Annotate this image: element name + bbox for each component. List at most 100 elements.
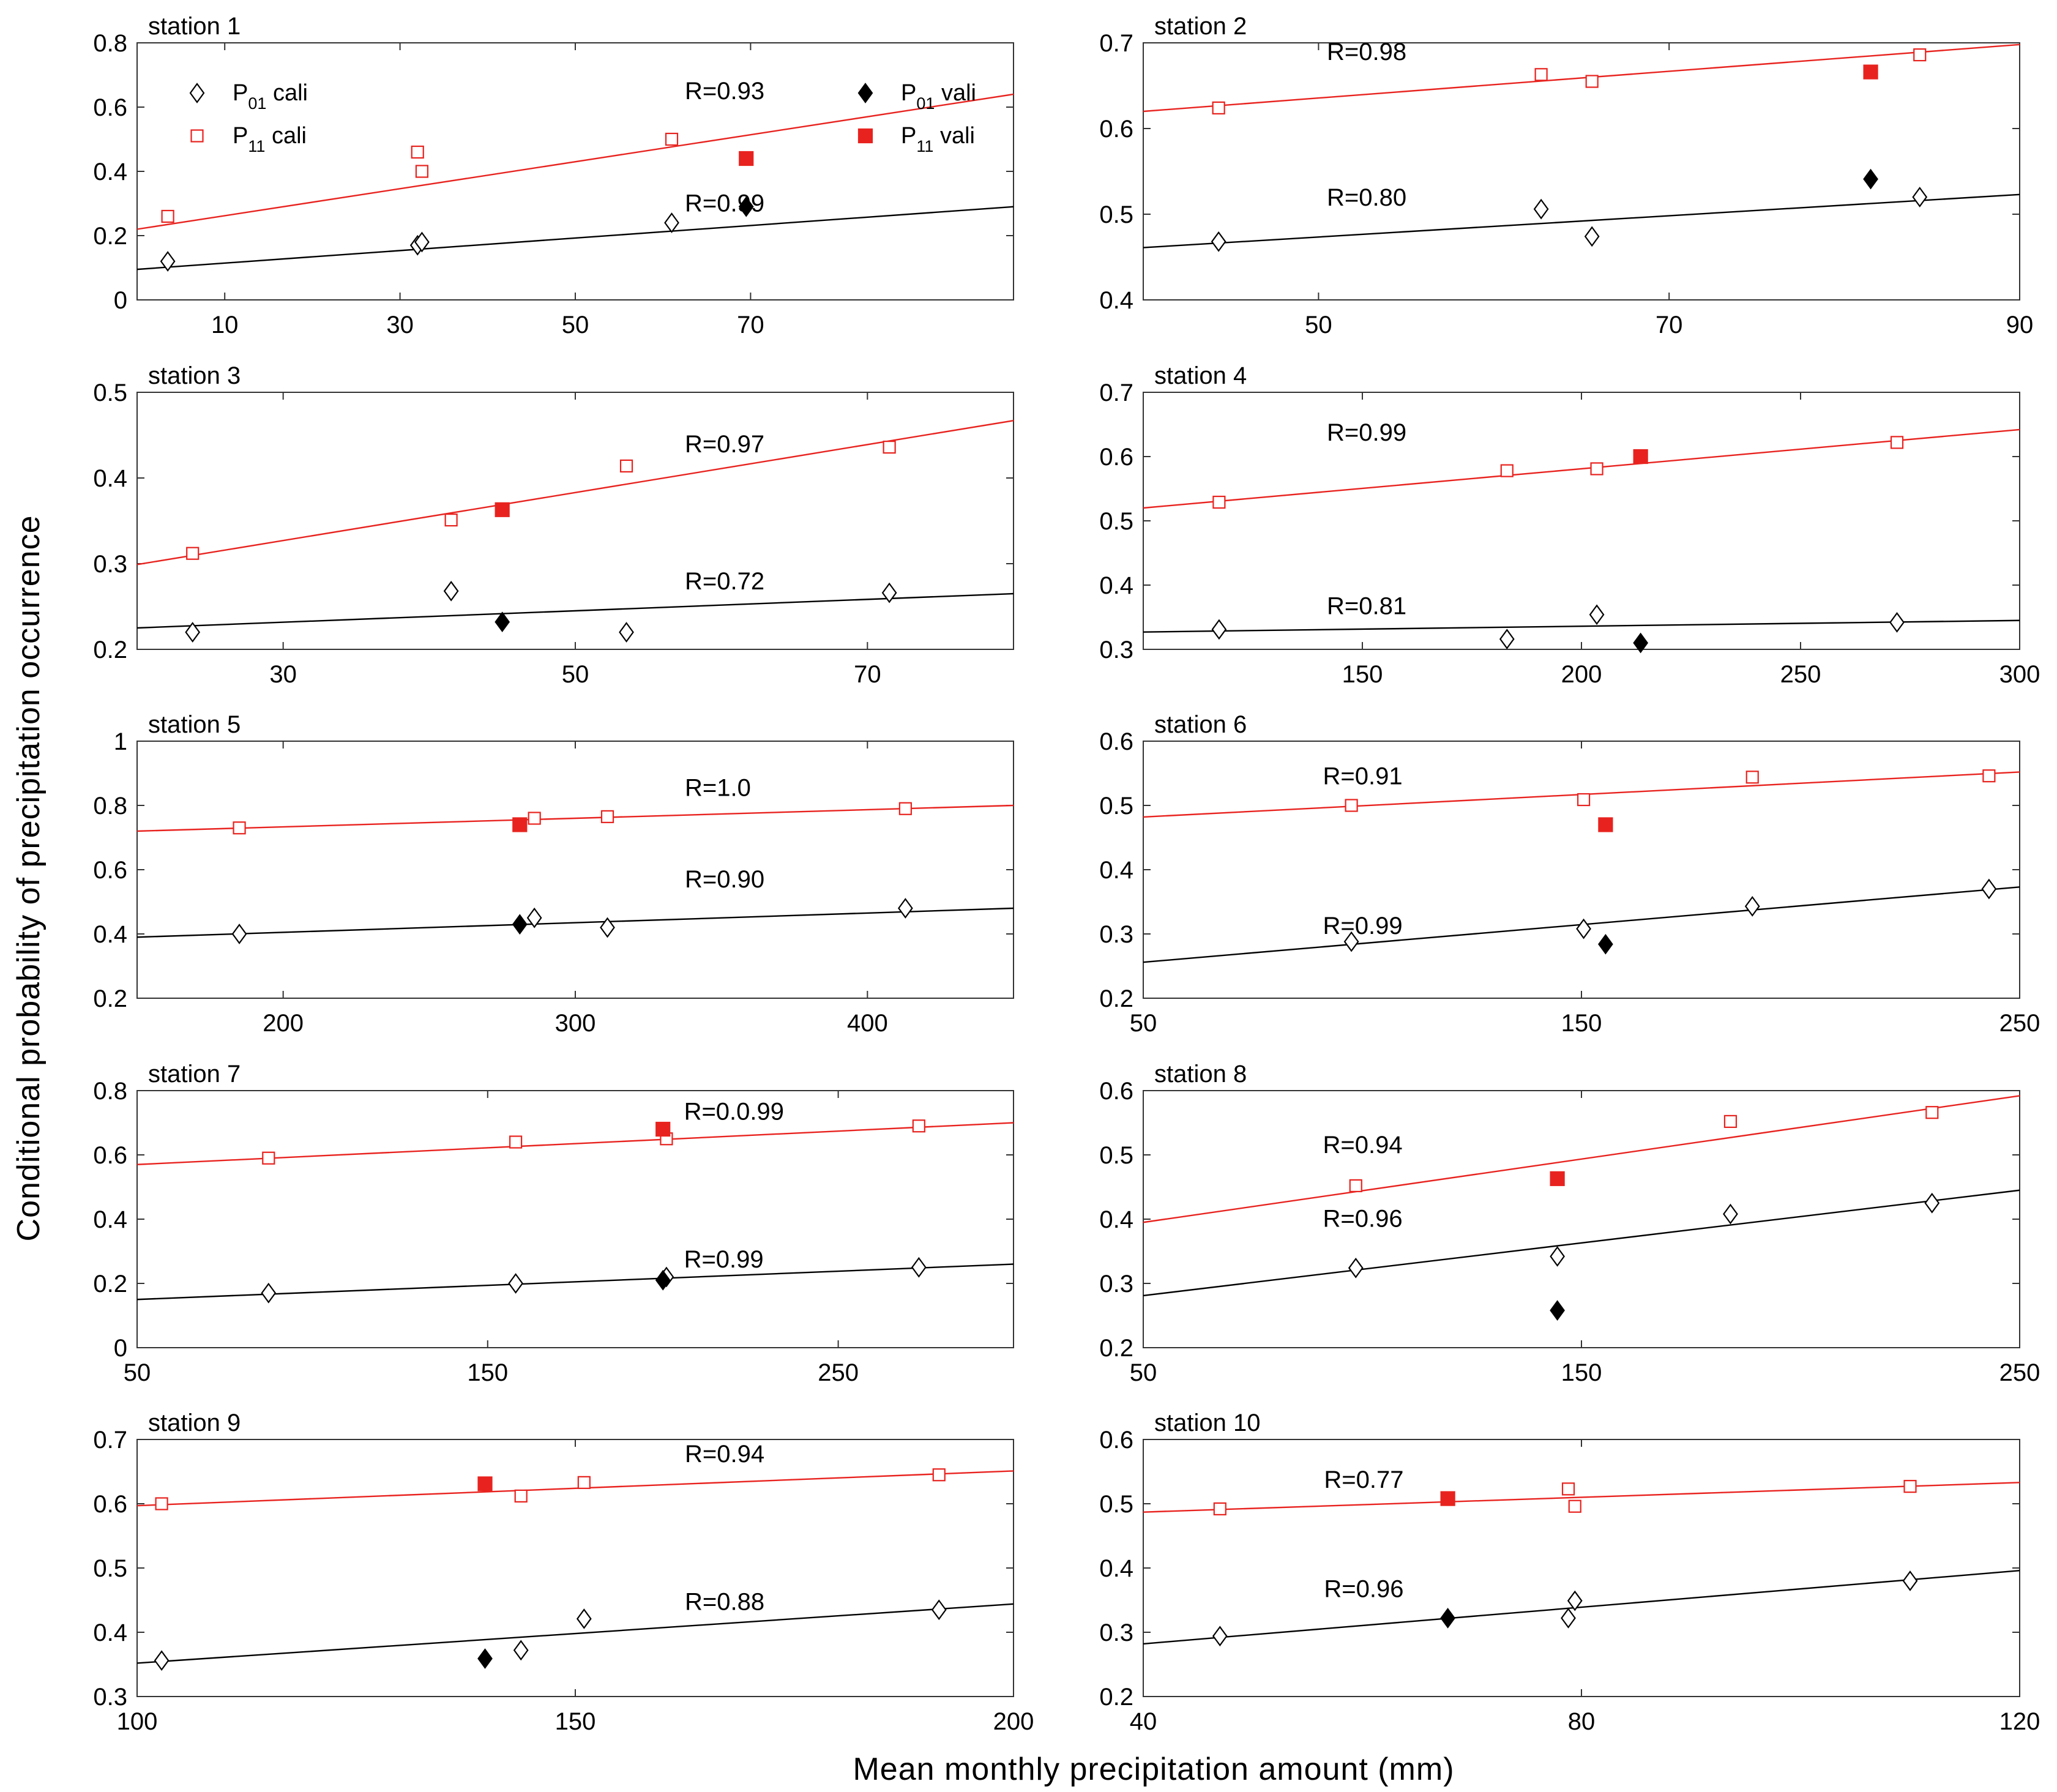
y-tick-label: 0.6 [1099,444,1133,471]
p11-cali-point [514,1489,528,1503]
x-tick-label: 100 [117,1708,158,1735]
r-value-label: R=0.99 [1323,913,1403,939]
r-value-label: R=0.97 [685,431,764,458]
panel-title: station 10 [1154,1409,1260,1436]
y-tick-label: 0.4 [1099,857,1133,884]
p11-vali-point [1440,1491,1455,1506]
p11-cali-point [932,1468,946,1482]
y-tick-label: 0 [114,287,127,314]
y-tick-label: 0.4 [93,1619,127,1646]
panel-title: station 9 [148,1409,241,1436]
y-tick-label: 0.7 [1099,379,1133,406]
r-value-label: R=0.88 [685,1588,764,1615]
p01-fit-line [136,592,1014,629]
y-tick-label: 0.6 [1099,728,1133,755]
legend-p01-vali-marker [857,83,873,103]
r-value-label: R=0.99 [685,190,764,217]
y-tick-label: 0.6 [93,94,127,121]
panel-title: station 5 [148,711,241,738]
p01-cali-point [526,907,542,928]
y-tick-label: 0.7 [1099,30,1133,57]
x-tick-label: 250 [1999,1010,2040,1037]
p11-cali-point [528,812,541,825]
panel-title: station 6 [1154,711,1247,738]
p01-cali-point [1589,604,1605,625]
p11-cali-point [1590,462,1603,476]
r-value-label: R=0.81 [1327,592,1406,619]
p01-cali-point [1499,629,1515,650]
p01-cali-point [1924,1192,1940,1214]
legend-p01-vali-label: P01 vali [901,80,976,113]
p11-cali-point [161,209,174,223]
plot-frame [1143,1090,2020,1348]
y-tick-label: 0.5 [1099,201,1133,228]
y-tick-label: 0.3 [93,551,127,578]
p01-cali-point [160,251,176,272]
p11-cali-point [444,513,458,527]
p11-vali-point [739,151,754,166]
y-tick-label: 0.8 [93,1078,127,1105]
panel-station-3: station 3 0.2 0.3 0.4 0.5 30 50 70 R=0.97 R=0.72 [93,362,1014,688]
panel-title: station 3 [148,362,241,389]
p11-cali-point [577,1476,591,1489]
panel-station-10: station 10 0.2 0.3 0.4 0.5 0.6 40 80 120 R=0.77 R=… [1099,1409,2040,1735]
p11-cali-point [509,1135,523,1149]
p01-cali-point [154,1650,170,1671]
y-tick-label: 0.4 [1099,572,1133,599]
p11-vali-point [1550,1171,1565,1186]
p01-vali-point [655,1269,671,1291]
p01-cali-point [443,580,459,602]
legend-p01-cali-label: P01 cali [233,80,308,113]
p01-cali-point [1211,231,1226,252]
p01-cali-point [1576,918,1591,939]
y-tick-label: 0.4 [1099,287,1133,314]
x-tick-label: 30 [269,661,297,688]
p11-cali-point [1577,793,1591,807]
p11-cali-point [1534,68,1548,81]
legend-p11-cali-marker [190,129,204,143]
x-tick-label: 250 [1999,1359,2040,1386]
p11-cali-point [233,821,246,835]
p11-cali-point [1585,75,1599,88]
p01-fit-line [1143,1570,2020,1645]
x-tick-label: 50 [1130,1359,1157,1386]
panel-station-6: station 6 0.2 0.3 0.4 0.5 0.6 50 150 250 R=0.91 R=… [1099,711,2040,1037]
p01-cali-point [898,898,913,919]
y-tick-label: 0.3 [1099,637,1133,663]
p11-cali-point [1982,769,1996,783]
p11-cali-point [1561,1482,1575,1496]
p01-vali-point [495,611,510,633]
p11-cali-point [1723,1114,1738,1129]
p01-cali-point [911,1256,927,1278]
panel-title: station 2 [1154,13,1247,40]
legend-p11-cali-label: P11 cali [233,123,307,155]
p11-cali-point [665,132,679,146]
p01-vali-point [1633,632,1649,654]
p01-vali-point [1863,168,1878,190]
x-tick-label: 80 [1568,1708,1596,1735]
p11-fit-line [1143,1482,2020,1513]
p11-cali-point [619,459,633,473]
y-tick-label: 0.5 [1099,508,1133,535]
x-tick-label: 50 [562,661,589,688]
legend-p11-vali-marker [857,128,873,144]
p01-cali-point [619,622,634,643]
p11-fit-line [1143,428,2020,509]
r-value-label: R=0.96 [1324,1575,1403,1602]
p11-cali-point [155,1497,168,1510]
r-value-label: R=0.91 [1323,763,1403,790]
p11-fit-line [1143,43,2020,113]
p11-fit-line [136,804,1014,832]
plot-frame [1143,392,2020,650]
p01-cali-point [414,231,430,253]
y-tick-label: 0.2 [1099,1684,1133,1711]
r-value-label: R=0.93 [685,78,764,105]
plot-frame [136,741,1014,999]
plot-frame [1143,1439,2020,1697]
p11-cali-point [1349,1179,1362,1193]
p11-cali-point [1213,1502,1226,1515]
r-value-label: R=0.94 [685,1441,764,1468]
panel-station-8: station 8 0.2 0.3 0.4 0.5 0.6 50 150 250 R=0.94 R=… [1099,1061,2040,1386]
p01-fit-line [1143,619,2020,633]
x-tick-label: 150 [1561,1359,1602,1386]
